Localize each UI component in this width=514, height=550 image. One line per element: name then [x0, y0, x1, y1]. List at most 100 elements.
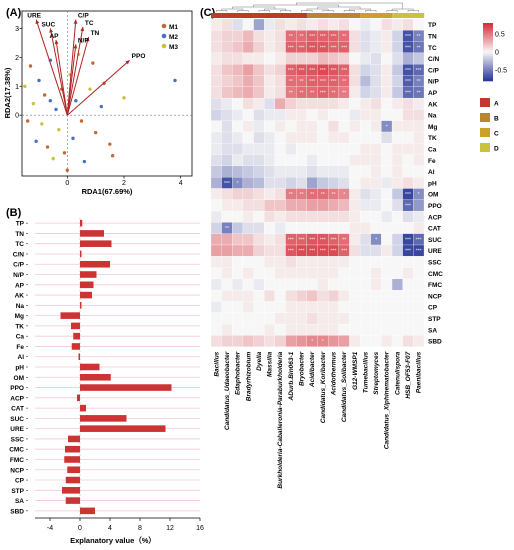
heatmap-cell	[296, 301, 307, 313]
heatmap-cell	[306, 323, 318, 336]
heatmap-cell	[381, 256, 393, 268]
significance-mark: ***	[309, 45, 315, 50]
bar-category-label: SUC	[10, 416, 24, 423]
heatmap-cell	[328, 199, 339, 212]
heatmap-cell	[253, 154, 265, 167]
significance-mark: ***	[288, 248, 294, 253]
significance-mark: **	[331, 90, 335, 95]
colorbar-tick-label: -0.5	[495, 68, 507, 75]
heatmap-cell	[253, 222, 265, 234]
heatmap-cell	[359, 18, 371, 31]
bar	[80, 250, 82, 258]
significance-mark: ***	[405, 79, 411, 84]
colorbar-step	[483, 55, 493, 59]
colorbar-step	[483, 48, 493, 51]
heatmap-cell	[370, 75, 382, 87]
heatmap-cell	[306, 52, 318, 65]
bar-category-label: SSC	[11, 436, 25, 443]
significance-mark: **	[289, 192, 293, 197]
rda-point-m2	[48, 99, 53, 103]
heatmap-cell	[264, 188, 276, 200]
heatmap-cell	[391, 30, 403, 42]
significance-mark: ***	[224, 180, 230, 185]
rda-x-tick-label: 2	[122, 180, 126, 187]
significance-mark: ***	[330, 45, 336, 50]
heatmap-cell	[264, 41, 276, 54]
bar-category-label: SA	[15, 498, 24, 505]
rda-point-m1	[28, 64, 33, 68]
significance-mark: ***	[288, 45, 294, 50]
heatmap-cell	[253, 120, 265, 133]
bar-category-label: PPO	[10, 385, 24, 392]
significance-mark: *	[343, 192, 345, 197]
heatmap-cell	[306, 177, 318, 189]
heatmap-cell	[338, 222, 350, 234]
heatmap-cell	[349, 222, 361, 234]
colorbar-step	[483, 77, 493, 80]
rda-point-m3	[57, 127, 61, 132]
heatmap-cell	[413, 199, 425, 212]
dendrogram-link	[317, 6, 361, 9]
significance-mark: ***	[288, 67, 294, 72]
heatmap-cell	[317, 199, 329, 212]
heatmap-cell	[221, 188, 233, 200]
heatmap-cell	[285, 278, 297, 291]
colorbar-step	[483, 52, 493, 55]
heatmap-cell	[253, 131, 265, 144]
heatmap-cell	[328, 335, 339, 347]
heatmap-cell	[402, 301, 414, 313]
heatmap-cell	[274, 244, 286, 257]
bar-x-tick-label: 12	[166, 525, 174, 532]
significance-mark: **	[225, 226, 229, 231]
heatmap-cell	[381, 199, 393, 212]
significance-mark: **	[289, 90, 293, 95]
heatmap-cell	[232, 210, 244, 223]
bar	[65, 497, 80, 504]
heatmap-cell	[210, 312, 222, 325]
heatmap-cell	[264, 278, 276, 291]
heatmap-cell	[317, 52, 329, 65]
heatmap-cell	[338, 256, 350, 268]
column-group-cell-a	[242, 13, 254, 18]
column-group-cell-a	[264, 13, 276, 18]
heatmap-cell	[381, 165, 393, 178]
heatmap-row-label: SUC	[428, 237, 442, 244]
heatmap-cell	[381, 278, 393, 291]
rda-arrow-label: TN	[91, 30, 100, 37]
heatmap-cell	[232, 312, 244, 325]
heatmap-cell	[359, 165, 371, 178]
heatmap-cell	[253, 109, 265, 121]
colorbar-step	[483, 63, 493, 66]
dendrogram-link	[407, 10, 419, 12]
heatmap-cell	[274, 222, 286, 234]
bar	[80, 425, 166, 432]
heatmap-cell	[264, 86, 276, 99]
heatmap-cell	[391, 18, 403, 31]
rda-arrow	[55, 39, 68, 116]
heatmap-cell	[381, 267, 393, 280]
heatmap-cell	[242, 199, 254, 212]
heatmap-cell	[413, 177, 425, 189]
heatmap-cell	[264, 97, 276, 110]
heatmap-cell	[253, 18, 265, 31]
heatmap-cell	[370, 165, 382, 178]
rda-point-m2	[82, 159, 87, 164]
heatmap-cell	[402, 267, 414, 280]
significance-mark: *	[418, 192, 420, 197]
colorbar-step	[483, 32, 493, 35]
colorbar-step	[483, 36, 493, 39]
legend-label-m1: M1	[169, 24, 178, 31]
heatmap-cell	[253, 75, 265, 87]
bar	[80, 281, 94, 289]
heatmap-cell	[210, 18, 222, 31]
heatmap-cell	[317, 154, 329, 167]
heatmap-cell	[391, 256, 403, 268]
heatmap-cell	[391, 109, 403, 121]
heatmap-cell	[242, 323, 254, 336]
heatmap-cell	[306, 120, 318, 133]
heatmap-cell	[413, 154, 425, 167]
heatmap-row-label: OM	[428, 192, 438, 199]
heatmap-cell	[359, 154, 371, 167]
heatmap-cell	[274, 256, 286, 268]
significance-mark: ***	[320, 237, 326, 242]
